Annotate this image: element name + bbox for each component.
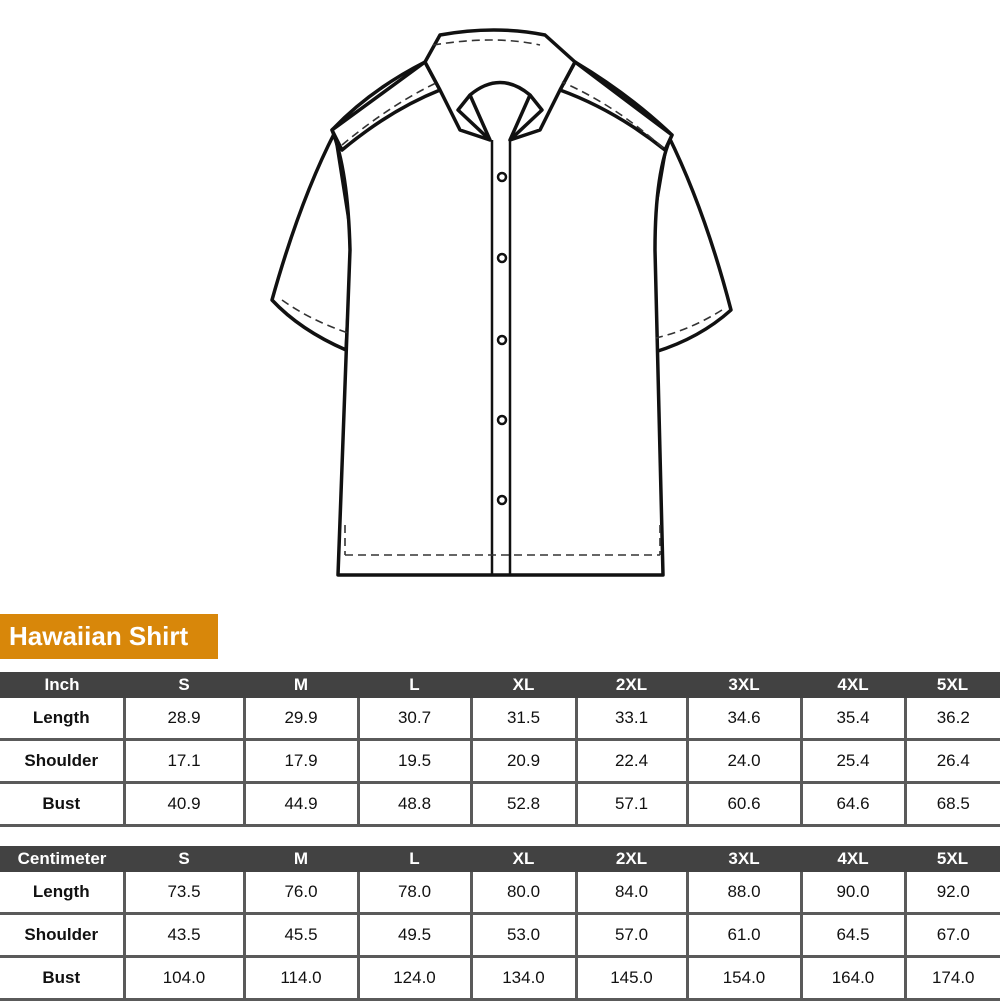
measurement-cell: 30.7 bbox=[356, 698, 471, 741]
size-header: 5XL bbox=[905, 846, 1000, 872]
measurement-cell: 60.6 bbox=[685, 782, 801, 827]
unit-header: Centimeter bbox=[0, 846, 124, 872]
size-header: 5XL bbox=[905, 672, 1000, 698]
measurement-cell: 78.0 bbox=[356, 872, 471, 915]
left-sleeve bbox=[270, 130, 354, 352]
measurement-cell: 67.0 bbox=[903, 913, 1000, 958]
measurement-cell: 92.0 bbox=[903, 872, 1000, 915]
measurement-cell: 154.0 bbox=[685, 956, 801, 1001]
table-row: Bust 40.9 44.9 48.8 52.8 57.1 60.6 64.6 68.5 bbox=[0, 782, 1000, 827]
measurement-cell: 45.5 bbox=[242, 913, 358, 958]
row-label: Length bbox=[0, 872, 124, 915]
measurement-cell: 145.0 bbox=[574, 956, 687, 1001]
measurement-cell: 19.5 bbox=[356, 739, 471, 784]
product-title: Hawaiian Shirt bbox=[0, 614, 218, 659]
measurement-cell: 88.0 bbox=[685, 872, 801, 915]
measurement-cell: 124.0 bbox=[356, 956, 471, 1001]
size-header: 3XL bbox=[687, 672, 801, 698]
row-label: Shoulder bbox=[0, 913, 124, 958]
measurement-cell: 17.1 bbox=[122, 739, 244, 784]
size-header: 4XL bbox=[801, 672, 905, 698]
table-row: Length 73.5 76.0 78.0 80.0 84.0 88.0 90.0 92.0 bbox=[0, 872, 1000, 915]
button bbox=[496, 334, 508, 346]
measurement-cell: 40.9 bbox=[122, 782, 244, 827]
measurement-cell: 57.1 bbox=[574, 782, 687, 827]
size-table-inch: Inch S M L XL 2XL 3XL 4XL 5XL Length 28.9… bbox=[0, 672, 1000, 827]
shirt-body bbox=[330, 60, 674, 577]
measurement-cell: 29.9 bbox=[242, 698, 358, 741]
measurement-cell: 34.6 bbox=[685, 698, 801, 741]
table-row: Shoulder 17.1 17.9 19.5 20.9 22.4 24.0 25.4 26.4 bbox=[0, 739, 1000, 784]
measurement-cell: 25.4 bbox=[799, 739, 905, 784]
measurement-cell: 20.9 bbox=[469, 739, 576, 784]
measurement-cell: 48.8 bbox=[356, 782, 471, 827]
measurement-cell: 53.0 bbox=[469, 913, 576, 958]
size-header: S bbox=[124, 846, 244, 872]
measurement-cell: 57.0 bbox=[574, 913, 687, 958]
measurement-cell: 104.0 bbox=[122, 956, 244, 1001]
row-label: Bust bbox=[0, 782, 124, 827]
table-row: Length 28.9 29.9 30.7 31.5 33.1 34.6 35.4 36.2 bbox=[0, 698, 1000, 741]
button bbox=[496, 414, 508, 426]
measurement-cell: 134.0 bbox=[469, 956, 576, 1001]
size-header: 4XL bbox=[801, 846, 905, 872]
size-table-centimeter: Centimeter S M L XL 2XL 3XL 4XL 5XL Leng… bbox=[0, 846, 1000, 1001]
size-header: XL bbox=[471, 672, 576, 698]
table-header: Inch S M L XL 2XL 3XL 4XL 5XL bbox=[0, 672, 1000, 698]
button bbox=[496, 252, 508, 264]
measurement-cell: 28.9 bbox=[122, 698, 244, 741]
measurement-cell: 61.0 bbox=[685, 913, 801, 958]
measurement-cell: 52.8 bbox=[469, 782, 576, 827]
unit-header: Inch bbox=[0, 672, 124, 698]
measurement-cell: 64.6 bbox=[799, 782, 905, 827]
measurement-cell: 64.5 bbox=[799, 913, 905, 958]
measurement-cell: 36.2 bbox=[903, 698, 1000, 741]
measurement-cell: 44.9 bbox=[242, 782, 358, 827]
row-label: Length bbox=[0, 698, 124, 741]
measurement-cell: 114.0 bbox=[242, 956, 358, 1001]
measurement-cell: 49.5 bbox=[356, 913, 471, 958]
measurement-cell: 43.5 bbox=[122, 913, 244, 958]
measurement-cell: 26.4 bbox=[903, 739, 1000, 784]
measurement-cell: 31.5 bbox=[469, 698, 576, 741]
right-sleeve bbox=[648, 133, 733, 354]
measurement-cell: 164.0 bbox=[799, 956, 905, 1001]
button bbox=[496, 171, 508, 183]
row-label: Shoulder bbox=[0, 739, 124, 784]
row-label: Bust bbox=[0, 956, 124, 1001]
size-header: 2XL bbox=[576, 672, 687, 698]
measurement-cell: 80.0 bbox=[469, 872, 576, 915]
size-header: XL bbox=[471, 846, 576, 872]
size-header: S bbox=[124, 672, 244, 698]
measurement-cell: 84.0 bbox=[574, 872, 687, 915]
size-header: L bbox=[358, 846, 471, 872]
measurement-cell: 33.1 bbox=[574, 698, 687, 741]
measurement-cell: 174.0 bbox=[903, 956, 1000, 1001]
table-row: Bust 104.0 114.0 124.0 134.0 145.0 154.0 164.0 1… bbox=[0, 956, 1000, 1001]
table-header: Centimeter S M L XL 2XL 3XL 4XL 5XL bbox=[0, 846, 1000, 872]
size-header: 3XL bbox=[687, 846, 801, 872]
measurement-cell: 90.0 bbox=[799, 872, 905, 915]
measurement-cell: 73.5 bbox=[122, 872, 244, 915]
size-header: M bbox=[244, 672, 358, 698]
measurement-cell: 68.5 bbox=[903, 782, 1000, 827]
size-header: M bbox=[244, 846, 358, 872]
placket bbox=[490, 140, 512, 575]
measurement-cell: 76.0 bbox=[242, 872, 358, 915]
shirt-illustration bbox=[270, 28, 733, 577]
measurement-cell: 35.4 bbox=[799, 698, 905, 741]
measurement-cell: 22.4 bbox=[574, 739, 687, 784]
button bbox=[496, 494, 508, 506]
table-row: Shoulder 43.5 45.5 49.5 53.0 57.0 61.0 64.5 67.0 bbox=[0, 913, 1000, 958]
size-header: L bbox=[358, 672, 471, 698]
measurement-cell: 17.9 bbox=[242, 739, 358, 784]
measurement-cell: 24.0 bbox=[685, 739, 801, 784]
size-header: 2XL bbox=[576, 846, 687, 872]
